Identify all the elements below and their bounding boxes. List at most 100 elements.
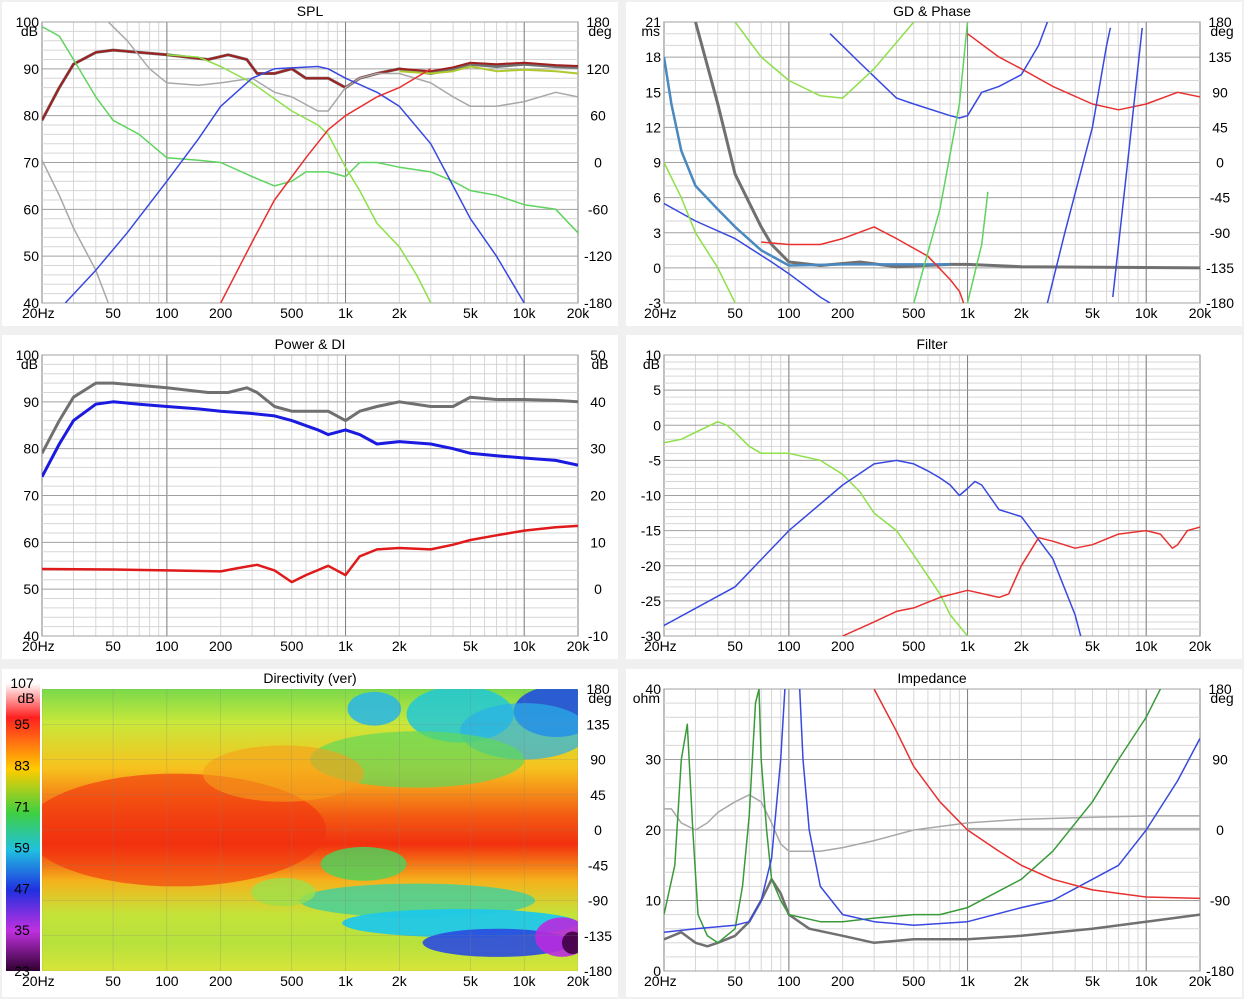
x-tick-label: 200 [209,638,233,654]
y-right-tick-label: 60 [590,108,606,124]
y-right-tick-label: -90 [588,893,608,909]
x-tick-label: 200 [209,305,233,321]
x-tick-label: 50 [105,973,121,989]
series-line [166,54,432,303]
series-group [664,689,1200,948]
filter-panel: Filter -30 -25 -20 -15 -10 -5 0 5 10 dB 20Hz 50 100 20… [626,335,1242,659]
chart-title: SPL [297,3,324,19]
x-tick-label: 100 [155,973,179,989]
colorbar-tick-label: 23 [14,963,30,979]
y-right-tick-label: 180 [586,14,610,30]
grid [664,21,1200,304]
y-right-tick-label: -180 [1206,963,1234,979]
grid [42,354,578,637]
y-right-unit: deg [1210,690,1233,706]
colorbar-tick-label: 107 [10,675,34,691]
series-line [798,689,1200,926]
directivity-panel: Directivity (ver) 23 35 47 59 71 83 95 107 dB -180… [2,669,618,997]
y-right-tick-label: 0 [594,822,602,838]
y-left-tick-label: 100 [16,14,40,30]
x-tick-label: 5k [463,305,479,321]
y-left-tick-label: 70 [23,488,39,504]
series-line [664,162,736,303]
heatmap-region [299,883,536,918]
series-line [664,689,760,944]
y-right-tick-label: 180 [1208,14,1232,30]
y-right-tick-label: -90 [1210,225,1230,241]
x-tick-label: 2k [392,638,408,654]
y-right-tick-label: -60 [588,201,608,217]
y-right-tick-label: 20 [590,488,606,504]
y-left-tick-label: -15 [641,523,661,539]
colorbar-tick-label: 95 [14,716,30,732]
y-right-tick-label: -120 [584,248,612,264]
x-tick-label: 50 [727,305,743,321]
x-tick-label: 10k [1135,973,1159,989]
y-left-tick-label: 30 [645,752,661,768]
y-left-tick-label: 40 [645,681,661,697]
colorbar [6,683,40,971]
x-tick-label: 10k [513,638,537,654]
x-tick-label: 50 [727,638,743,654]
y-left-tick-label: 20 [645,822,661,838]
y-left-unit: dB [643,356,660,372]
x-tick-label: 2k [1014,305,1030,321]
chart-title: Filter [916,336,947,352]
y-right-tick-label: -180 [584,963,612,979]
y-right-tick-label: -10 [588,628,608,644]
series-line [967,33,1200,111]
y-left-tick-label: 9 [653,155,661,171]
x-tick-label: 1k [338,973,354,989]
series-line [42,159,110,303]
heatmap-region [347,691,402,726]
series-line [734,22,915,99]
x-tick-label: 20Hz [22,305,55,321]
y-left-tick-label: 12 [645,119,661,135]
y-left-tick-label: 80 [23,441,39,457]
x-tick-label: 5k [463,973,479,989]
y-right-unit: dB [591,356,608,372]
heatmap-region [202,745,364,802]
y-left-tick-label: -20 [641,558,661,574]
y-left-tick-label: 10 [645,893,661,909]
y-left-tick-label: 50 [23,581,39,597]
y-right-tick-label: 40 [590,394,606,410]
x-tick-label: 5k [463,638,479,654]
y-left-tick-label: 40 [23,295,39,311]
x-tick-label: 1k [338,638,354,654]
chart-title: Power & DI [275,336,346,352]
y-left-tick-label: -5 [649,452,662,468]
x-tick-label: 2k [392,973,408,989]
heatmap-region [42,773,327,887]
series-line [220,68,432,303]
x-tick-label: 200 [831,305,855,321]
y-left-tick-label: 0 [653,260,661,276]
x-tick-label: 10k [1135,638,1159,654]
x-tick-label: 500 [280,305,304,321]
heatmap-region [535,917,578,957]
x-tick-label: 20k [1189,638,1213,654]
chart-title: Directivity (ver) [263,670,356,686]
y-left-tick-label: 10 [645,347,661,363]
x-tick-label: 2k [1014,973,1030,989]
heatmap-field [42,689,578,971]
series-line [664,689,786,933]
heatmap-region [561,931,578,955]
series-line [399,65,578,75]
series-group [664,22,1200,303]
series-line [966,191,989,303]
x-tick-label: 20Hz [644,638,677,654]
y-right-tick-label: 180 [586,681,610,697]
x-tick-label: 5k [1085,638,1101,654]
x-tick-label: 2k [392,305,408,321]
colorbar-tick-label: 47 [14,881,30,897]
y-right-unit: deg [588,23,611,39]
y-right-tick-label: 90 [1212,84,1228,100]
x-tick-label: 20Hz [644,305,677,321]
x-tick-label: 50 [105,305,121,321]
y-left-tick-label: 21 [645,14,661,30]
x-tick-label: 100 [155,638,179,654]
y-right-tick-label: 180 [1208,681,1232,697]
x-tick-label: 1k [960,305,976,321]
